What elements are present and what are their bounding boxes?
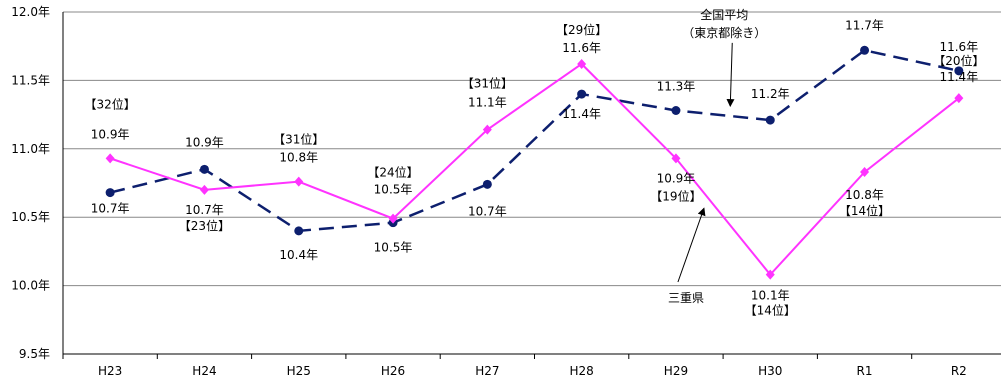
x-tick-label: H24	[192, 364, 216, 378]
series-line-national-average	[109, 48, 960, 233]
y-tick-label: 10.5年	[11, 210, 50, 224]
y-tick-label: 12.0年	[11, 5, 50, 19]
point-national-average	[294, 226, 304, 236]
value-label-mie: 10.1年	[751, 289, 790, 303]
series-line-mie	[109, 62, 960, 277]
point-mie	[860, 167, 870, 178]
value-label-mie: 10.5年	[374, 183, 413, 197]
series-name-mie: 三重県	[668, 291, 704, 305]
point-mie	[388, 213, 398, 224]
data-labels: 【32位】10.9年【23位】10.7年【31位】10.8年【24位】10.5年…	[85, 18, 985, 317]
point-national-average	[482, 179, 492, 189]
point-national-average	[671, 105, 681, 115]
point-mie	[482, 124, 492, 135]
series	[105, 45, 964, 280]
value-label-mie: 10.9年	[91, 127, 130, 141]
x-tick-label: H30	[758, 364, 782, 378]
series-name-national-average: 全国平均	[700, 7, 748, 22]
value-label-national-average: 10.4年	[279, 248, 318, 262]
y-tick-label: 10.0年	[11, 279, 50, 293]
callout-arrow-national-average	[726, 42, 735, 108]
point-mie	[671, 153, 681, 164]
y-tick-label: 11.5年	[11, 73, 50, 87]
series-callouts: 全国平均 （東京都除き） 三重県	[668, 7, 766, 305]
rank-label-mie: 【24位】	[367, 165, 418, 180]
rank-label-mie: 【32位】	[85, 96, 136, 111]
value-label-mie: 11.1年	[468, 96, 507, 110]
value-label-mie: 11.4年	[939, 70, 978, 84]
value-label-national-average: 10.9年	[185, 135, 224, 149]
x-tick-label: R2	[951, 364, 967, 378]
point-national-average	[954, 66, 964, 76]
point-national-average	[860, 45, 870, 55]
rank-label-mie: 【31位】	[462, 76, 513, 91]
point-national-average	[105, 188, 115, 198]
x-tick-label: H25	[287, 364, 311, 378]
x-tick-label: H23	[98, 364, 122, 378]
x-tick-label: H28	[570, 364, 594, 378]
value-label-national-average: 11.2年	[751, 87, 790, 101]
value-label-national-average: 11.3年	[657, 79, 696, 93]
point-national-average	[577, 89, 587, 99]
callout-arrow-mie	[677, 207, 706, 283]
rank-label-mie: 【20位】	[933, 53, 984, 68]
point-mie	[765, 269, 775, 280]
axes: 9.5年 10.0年 10.5年 11.0年 11.5年 12.0年 H23 H24 H25 H2…	[11, 5, 1001, 378]
value-label-mie: 10.7年	[185, 203, 224, 217]
rank-label-mie: 【19位】	[650, 188, 701, 203]
gridlines	[63, 11, 1001, 287]
x-tick-label: R1	[857, 364, 873, 378]
value-label-national-average: 11.6年	[939, 40, 978, 54]
y-tick-label: 9.5年	[19, 347, 50, 361]
value-label-mie: 10.9年	[657, 171, 696, 185]
point-mie	[577, 58, 587, 69]
point-mie	[105, 153, 115, 164]
rank-label-mie: 【23位】	[179, 218, 230, 233]
value-label-national-average: 11.7年	[845, 18, 884, 32]
point-national-average	[199, 164, 209, 174]
point-mie	[199, 184, 209, 195]
point-mie	[294, 176, 304, 187]
point-national-average	[765, 115, 775, 125]
rank-label-mie: 【14位】	[839, 203, 890, 218]
rank-label-mie: 【29位】	[556, 22, 607, 37]
x-tick-label: H27	[475, 364, 499, 378]
rank-label-mie: 【14位】	[745, 303, 796, 318]
value-label-mie: 10.8年	[279, 151, 318, 165]
y-tick-label: 11.0年	[11, 142, 50, 156]
series-name-national-average: （東京都除き）	[682, 25, 766, 40]
value-label-mie: 10.8年	[845, 188, 884, 202]
x-tick-label: H29	[664, 364, 688, 378]
x-tick-label: H26	[381, 364, 405, 378]
value-label-national-average: 10.5年	[374, 241, 413, 255]
value-label-mie: 11.6年	[562, 41, 601, 55]
value-label-national-average: 10.7年	[91, 202, 130, 216]
point-mie	[954, 93, 964, 104]
value-label-national-average: 10.7年	[468, 204, 507, 218]
rank-label-mie: 【31位】	[273, 132, 324, 147]
value-label-national-average: 11.4年	[562, 107, 601, 121]
